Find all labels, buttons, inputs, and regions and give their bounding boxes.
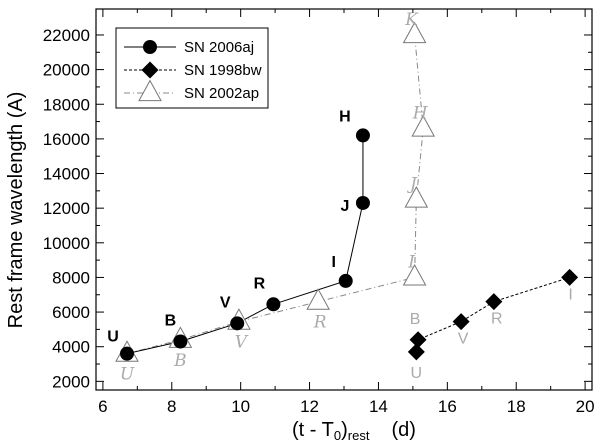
data-point-circle (355, 128, 370, 143)
data-point-circle (120, 346, 134, 361)
point-label-sn2006aj: H (339, 108, 351, 125)
data-point-circle (338, 273, 353, 288)
legend-label: SN 2002ap (184, 85, 259, 102)
x-tick-label: 14 (369, 397, 388, 416)
data-point-diamond (485, 293, 503, 311)
legend-marker-circle (143, 40, 157, 54)
data-point-diamond (561, 268, 579, 286)
data-point-circle (230, 316, 245, 331)
x-tick-label: 6 (98, 397, 107, 416)
point-label-sn1998bw: I (568, 286, 572, 303)
x-tick-label: 20 (576, 397, 595, 416)
data-point-diamond (407, 343, 425, 361)
point-label-sn2002ap: U (120, 365, 135, 385)
y-tick-label: 16000 (43, 130, 90, 149)
legend-box (115, 27, 269, 109)
point-label-sn2002ap: J (407, 175, 418, 195)
data-point-triangle (402, 263, 427, 286)
data-point-triangle (402, 21, 427, 44)
y-axis-label: Rest frame wavelength (A) (5, 92, 27, 329)
data-point-triangle (411, 115, 436, 137)
y-tick-label: 4000 (52, 338, 90, 357)
x-tick-label: 16 (438, 397, 457, 416)
point-label-sn2002ap: K (404, 10, 419, 30)
data-point-triangle (404, 186, 429, 208)
data-point-triangle (306, 288, 331, 310)
axis-ticks: 6 8 10 12 14 16 18 20 2000 4000 6000 8000 10000 12000… (43, 9, 595, 416)
point-label-sn2006aj: U (107, 329, 119, 346)
point-label-sn2002ap: V (235, 333, 249, 353)
x-tick-label: 12 (300, 397, 319, 416)
legend-marker-diamond (141, 61, 159, 79)
point-label-sn2006aj: J (340, 198, 349, 215)
point-label-sn2006aj: V (220, 294, 231, 311)
y-tick-label: 2000 (52, 372, 90, 391)
series-line-sn2002ap (126, 34, 424, 355)
series-markers (115, 21, 579, 362)
point-label-sn1998bw: R (491, 311, 503, 328)
y-tick-label: 22000 (43, 26, 90, 45)
y-tick-label: 20000 (43, 61, 90, 80)
point-labels: U B V R I J H U B V R I U B V R I J H K (107, 10, 573, 385)
x-tick-label: 8 (167, 397, 176, 416)
legend-label: SN 2006aj (184, 39, 254, 56)
point-label-sn1998bw: V (458, 331, 469, 348)
point-label-sn2006aj: B (165, 313, 177, 330)
legend-marker-triangle (138, 79, 162, 102)
data-point-circle (355, 195, 370, 210)
point-label-sn2002ap: H (412, 103, 429, 123)
point-label-sn2006aj: R (254, 275, 266, 292)
data-point-circle (266, 297, 281, 312)
legend-label: SN 1998bw (184, 62, 262, 79)
point-label-sn1998bw: U (411, 365, 423, 382)
legend: SN 2006aj SN 1998bw SN 2002ap (115, 27, 269, 109)
y-tick-label: 18000 (43, 95, 90, 114)
y-tick-label: 14000 (43, 165, 90, 184)
point-label-sn2006aj: I (331, 254, 335, 271)
data-point-circle (173, 334, 188, 349)
x-axis-label: (t - T0)rest (d) (292, 419, 416, 443)
point-label-sn2002ap: R (313, 313, 327, 333)
point-label-sn2002ap: B (173, 351, 187, 371)
y-tick-label: 8000 (52, 268, 90, 287)
point-label-sn2002ap: I (407, 252, 415, 272)
y-tick-label: 10000 (43, 234, 90, 253)
y-tick-label: 6000 (52, 303, 90, 322)
point-label-sn1998bw: B (410, 311, 421, 328)
data-point-diamond (452, 313, 470, 331)
y-tick-label: 12000 (43, 199, 90, 218)
x-tick-label: 10 (231, 397, 250, 416)
x-tick-label: 18 (507, 397, 526, 416)
data-point-diamond (409, 331, 427, 349)
